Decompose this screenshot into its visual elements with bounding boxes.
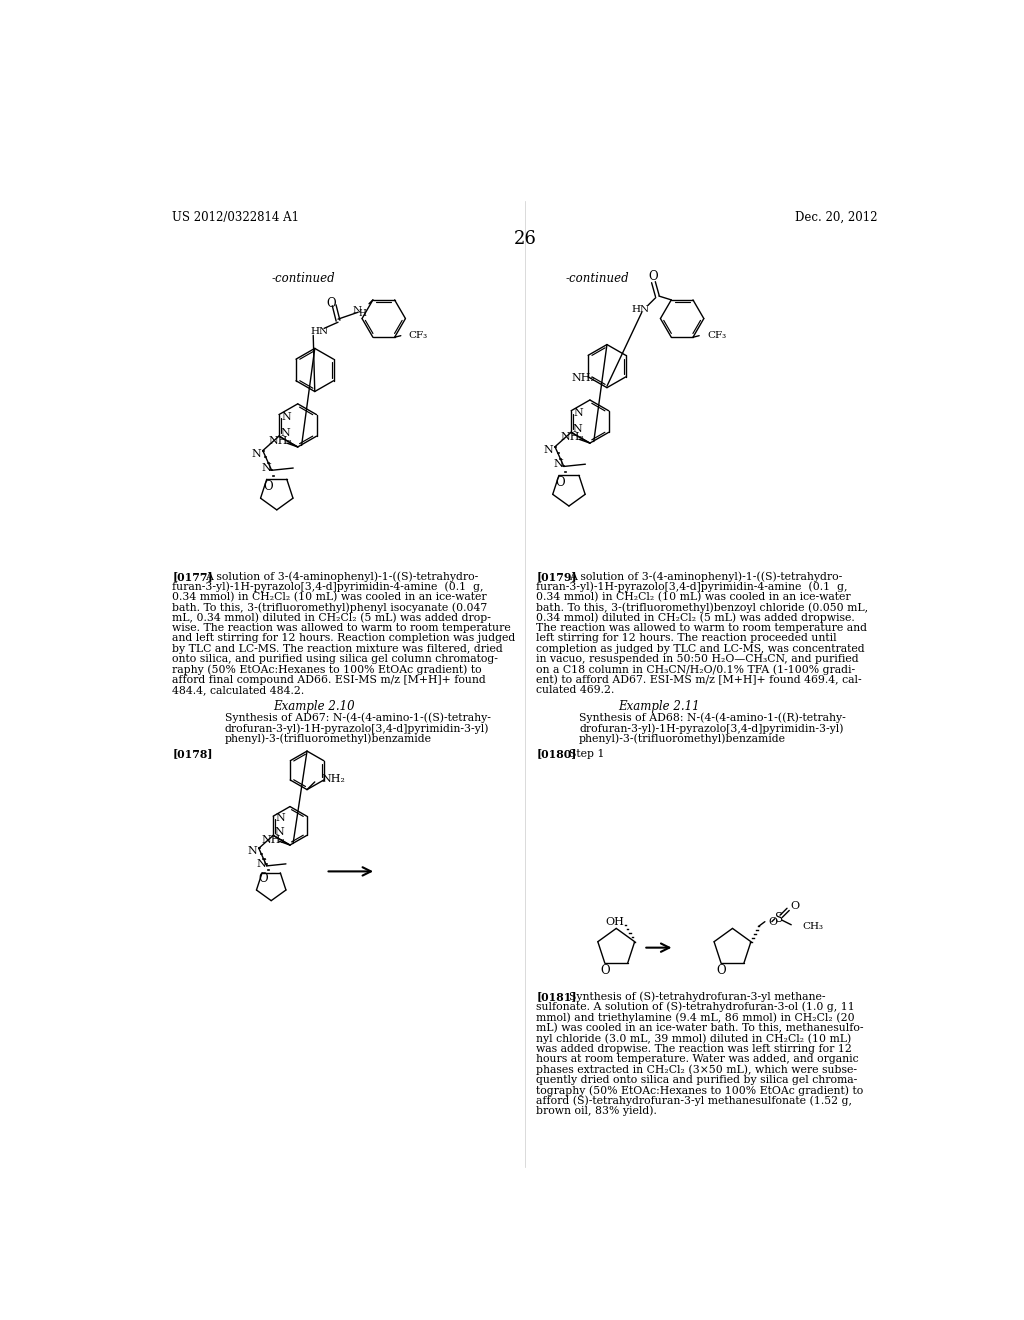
Text: Step 1: Step 1 (569, 748, 604, 759)
Text: N: N (544, 445, 554, 455)
Text: NH₂: NH₂ (268, 436, 293, 446)
Text: N: N (281, 428, 290, 438)
Text: [0177]: [0177] (172, 572, 213, 582)
Text: HN: HN (310, 327, 329, 337)
Text: was added dropwise. The reaction was left stirring for 12: was added dropwise. The reaction was lef… (537, 1044, 852, 1053)
Text: 26: 26 (513, 230, 537, 248)
Text: O: O (648, 271, 658, 284)
Text: S: S (775, 912, 783, 925)
Text: N: N (573, 408, 583, 418)
Text: 484.4, calculated 484.2.: 484.4, calculated 484.2. (172, 685, 304, 696)
Text: N: N (261, 463, 271, 473)
Text: sulfonate. A solution of (S)-tetrahydrofuran-3-ol (1.0 g, 11: sulfonate. A solution of (S)-tetrahydrof… (537, 1002, 855, 1012)
Text: tography (50% EtOAc:Hexanes to 100% EtOAc gradient) to: tography (50% EtOAc:Hexanes to 100% EtOA… (537, 1085, 863, 1096)
Text: O: O (791, 902, 800, 911)
Text: nyl chloride (3.0 mL, 39 mmol) diluted in CH₂Cl₂ (10 mL): nyl chloride (3.0 mL, 39 mmol) diluted i… (537, 1034, 852, 1044)
Text: raphy (50% EtOAc:Hexanes to 100% EtOAc gradient) to: raphy (50% EtOAc:Hexanes to 100% EtOAc g… (172, 665, 482, 676)
Text: US 2012/0322814 A1: US 2012/0322814 A1 (172, 211, 299, 224)
Text: [0179]: [0179] (537, 572, 577, 582)
Text: culated 469.2.: culated 469.2. (537, 685, 614, 696)
Text: bath. To this, 3-(trifluoromethyl)benzoyl chloride (0.050 mL,: bath. To this, 3-(trifluoromethyl)benzoy… (537, 602, 868, 612)
Text: -continued: -continued (271, 272, 335, 285)
Text: A solution of 3-(4-aminophenyl)-1-((S)-tetrahydro-: A solution of 3-(4-aminophenyl)-1-((S)-t… (205, 572, 478, 582)
Text: N: N (274, 828, 285, 837)
Text: by TLC and LC-MS. The reaction mixture was filtered, dried: by TLC and LC-MS. The reaction mixture w… (172, 644, 503, 653)
Text: left stirring for 12 hours. The reaction proceeded until: left stirring for 12 hours. The reaction… (537, 634, 837, 643)
Text: N: N (281, 412, 291, 422)
Text: NH₂: NH₂ (561, 432, 585, 442)
Text: HN: HN (631, 305, 649, 314)
Text: 0.34 mmol) in CH₂Cl₂ (10 mL) was cooled in an ice-water: 0.34 mmol) in CH₂Cl₂ (10 mL) was cooled … (172, 591, 486, 602)
Text: bath. To this, 3-(trifluoromethyl)phenyl isocyanate (0.047: bath. To this, 3-(trifluoromethyl)phenyl… (172, 602, 487, 612)
Text: N: N (572, 424, 583, 434)
Text: in vacuo, resuspended in 50:50 H₂O—CH₃CN, and purified: in vacuo, resuspended in 50:50 H₂O—CH₃CN… (537, 655, 859, 664)
Text: quently dried onto silica and purified by silica gel chroma-: quently dried onto silica and purified b… (537, 1074, 858, 1085)
Text: 0.34 mmol) diluted in CH₂Cl₂ (5 mL) was added dropwise.: 0.34 mmol) diluted in CH₂Cl₂ (5 mL) was … (537, 612, 855, 623)
Text: OH: OH (605, 916, 624, 927)
Text: N: N (352, 306, 361, 315)
Text: mL, 0.34 mmol) diluted in CH₂Cl₂ (5 mL) was added drop-: mL, 0.34 mmol) diluted in CH₂Cl₂ (5 mL) … (172, 612, 492, 623)
Text: O: O (556, 475, 565, 488)
Text: hours at room temperature. Water was added, and organic: hours at room temperature. Water was add… (537, 1053, 859, 1064)
Text: Synthesis of (S)-tetrahydrofuran-3-yl methane-: Synthesis of (S)-tetrahydrofuran-3-yl me… (569, 991, 825, 1002)
Text: N: N (248, 846, 257, 857)
Text: phenyl)-3-(trifluoromethyl)benzamide: phenyl)-3-(trifluoromethyl)benzamide (225, 734, 432, 744)
Text: The reaction was allowed to warm to room temperature and: The reaction was allowed to warm to room… (537, 623, 867, 634)
Text: O: O (769, 916, 778, 927)
Text: mL) was cooled in an ice-water bath. To this, methanesulfo-: mL) was cooled in an ice-water bath. To … (537, 1023, 864, 1034)
Text: 0.34 mmol) in CH₂Cl₂ (10 mL) was cooled in an ice-water: 0.34 mmol) in CH₂Cl₂ (10 mL) was cooled … (537, 591, 851, 602)
Text: -continued: -continued (566, 272, 630, 285)
Text: phases extracted in CH₂Cl₂ (3×50 mL), which were subse-: phases extracted in CH₂Cl₂ (3×50 mL), wh… (537, 1064, 857, 1074)
Text: O: O (259, 873, 268, 886)
Text: mmol) and triethylamine (9.4 mL, 86 mmol) in CH₂Cl₂ (20: mmol) and triethylamine (9.4 mL, 86 mmol… (537, 1012, 855, 1023)
Text: CF₃: CF₃ (409, 331, 428, 341)
Text: onto silica, and purified using silica gel column chromatog-: onto silica, and purified using silica g… (172, 655, 498, 664)
Text: NH₂: NH₂ (261, 836, 285, 845)
Text: CF₃: CF₃ (708, 331, 727, 341)
Text: wise. The reaction was allowed to warm to room temperature: wise. The reaction was allowed to warm t… (172, 623, 511, 634)
Text: Example 2.10: Example 2.10 (273, 701, 354, 714)
Text: H: H (358, 309, 366, 318)
Text: furan-3-yl)-1H-pyrazolo[3,4-d]pyrimidin-4-amine  (0.1  g,: furan-3-yl)-1H-pyrazolo[3,4-d]pyrimidin-… (537, 582, 848, 593)
Text: [0181]: [0181] (537, 991, 577, 1003)
Text: ent) to afford AD67. ESI-MS m/z [M+H]+ found 469.4, cal-: ent) to afford AD67. ESI-MS m/z [M+H]+ f… (537, 675, 862, 685)
Text: N: N (252, 449, 261, 458)
Text: [0178]: [0178] (172, 748, 213, 759)
Text: Dec. 20, 2012: Dec. 20, 2012 (795, 211, 878, 224)
Text: NH₂: NH₂ (571, 374, 596, 383)
Text: brown oil, 83% yield).: brown oil, 83% yield). (537, 1106, 657, 1117)
Text: and left stirring for 12 hours. Reaction completion was judged: and left stirring for 12 hours. Reaction… (172, 634, 515, 643)
Text: Synthesis of AD67: N-(4-(4-amino-1-((S)-tetrahy-: Synthesis of AD67: N-(4-(4-amino-1-((S)-… (225, 713, 490, 723)
Text: Example 2.11: Example 2.11 (617, 701, 699, 714)
Text: drofuran-3-yl)-1H-pyrazolo[3,4-d]pyrimidin-3-yl): drofuran-3-yl)-1H-pyrazolo[3,4-d]pyrimid… (579, 723, 844, 734)
Text: A solution of 3-(4-aminophenyl)-1-((S)-tetrahydro-: A solution of 3-(4-aminophenyl)-1-((S)-t… (569, 572, 842, 582)
Text: O: O (263, 479, 273, 492)
Text: phenyl)-3-(trifluoromethyl)benzamide: phenyl)-3-(trifluoromethyl)benzamide (579, 734, 786, 744)
Text: O: O (717, 964, 726, 977)
Text: drofuran-3-yl)-1H-pyrazolo[3,4-d]pyrimidin-3-yl): drofuran-3-yl)-1H-pyrazolo[3,4-d]pyrimid… (225, 723, 489, 734)
Text: Synthesis of AD68: N-(4-(4-amino-1-((R)-tetrahy-: Synthesis of AD68: N-(4-(4-amino-1-((R)-… (579, 713, 846, 723)
Text: [0180]: [0180] (537, 748, 577, 759)
Text: N: N (256, 858, 266, 869)
Text: CH₃: CH₃ (802, 921, 823, 931)
Text: afford final compound AD66. ESI-MS m/z [M+H]+ found: afford final compound AD66. ESI-MS m/z [… (172, 675, 486, 685)
Text: completion as judged by TLC and LC-MS, was concentrated: completion as judged by TLC and LC-MS, w… (537, 644, 865, 653)
Text: N: N (275, 813, 285, 824)
Text: afford (S)-tetrahydrofuran-3-yl methanesulfonate (1.52 g,: afford (S)-tetrahydrofuran-3-yl methanes… (537, 1096, 852, 1106)
Text: O: O (600, 964, 609, 977)
Text: furan-3-yl)-1H-pyrazolo[3,4-d]pyrimidin-4-amine  (0.1  g,: furan-3-yl)-1H-pyrazolo[3,4-d]pyrimidin-… (172, 582, 483, 593)
Text: O: O (327, 297, 336, 310)
Text: on a C18 column in CH₃CN/H₂O/0.1% TFA (1-100% gradi-: on a C18 column in CH₃CN/H₂O/0.1% TFA (1… (537, 665, 855, 676)
Text: NH₂: NH₂ (321, 774, 345, 784)
Text: N: N (554, 459, 563, 469)
